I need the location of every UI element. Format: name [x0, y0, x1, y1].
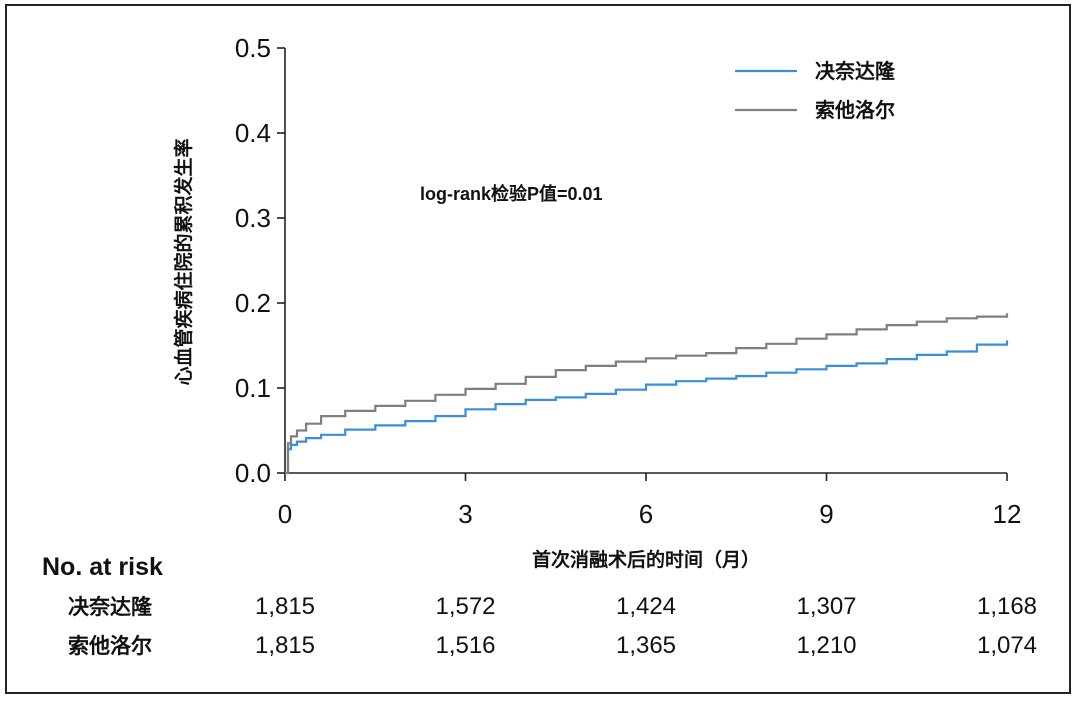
x-tick-label: 6 — [639, 499, 653, 529]
legend-label-1: 决奈达隆 — [815, 59, 896, 83]
y-axis-title: 心血管疾病住院的累积发生率 — [172, 138, 195, 385]
risk-cell: 1,307 — [796, 593, 856, 620]
risk-cell: 1,516 — [435, 632, 495, 659]
risk-cell: 1,572 — [435, 593, 495, 620]
risk-table-title: No. at risk — [42, 553, 163, 581]
legend-label-2: 索他洛尔 — [815, 98, 895, 122]
risk-cell: 1,168 — [977, 593, 1037, 620]
risk-cell: 1,074 — [977, 632, 1037, 659]
risk-cell: 1,815 — [255, 632, 315, 659]
risk-cell: 1,815 — [255, 593, 315, 620]
figure-frame — [5, 4, 1071, 694]
y-tick-label: 0.4 — [235, 118, 271, 148]
risk-cell: 1,424 — [616, 593, 676, 620]
series-line-2 — [285, 313, 1009, 475]
y-tick-label: 0.1 — [235, 373, 271, 403]
risk-row-label: 索他洛尔 — [68, 634, 152, 658]
x-tick-label: 12 — [993, 499, 1022, 529]
y-tick-label: 0.3 — [235, 203, 271, 233]
x-tick-label: 9 — [819, 499, 833, 529]
y-tick-label: 0.5 — [235, 33, 271, 63]
series-layer — [285, 313, 1009, 475]
risk-row-label: 决奈达隆 — [68, 595, 153, 619]
x-tick-label: 0 — [278, 499, 292, 529]
x-axis-title: 首次消融术后的时间（月） — [532, 548, 760, 571]
y-tick-label: 0.2 — [235, 288, 271, 318]
risk-cell: 1,210 — [796, 632, 856, 659]
chart-axes: 0.0 0.1 0.2 0.3 0.4 0.5 0 3 6 9 12 — [235, 33, 1022, 529]
series-line-1 — [285, 340, 1009, 475]
risk-cell: 1,365 — [616, 632, 676, 659]
risk-table: No. at risk 决奈达隆 1,815 1,572 1,424 1,307 1,16… — [42, 553, 1037, 659]
x-tick-label: 3 — [458, 499, 472, 529]
annotation-text: log-rank检验P值=0.01 — [420, 183, 603, 204]
y-tick-label: 0.0 — [235, 458, 271, 488]
